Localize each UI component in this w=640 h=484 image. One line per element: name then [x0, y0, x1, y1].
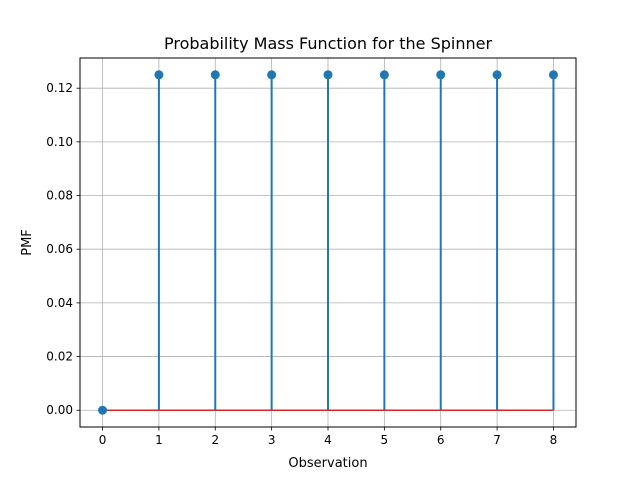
- stem-marker: [210, 70, 220, 80]
- stem-marker: [379, 70, 389, 80]
- y-tick-label: 0.08: [46, 189, 73, 203]
- stem-marker: [98, 405, 108, 415]
- stem-marker: [492, 70, 502, 80]
- x-ticks: 0 1 2 3 4 5 6 7 8: [99, 427, 558, 447]
- x-tick-label: 0: [99, 433, 107, 447]
- y-tick-label: 0.02: [46, 350, 73, 364]
- stem-layer: [98, 70, 558, 415]
- y-tick-label: 0.04: [46, 296, 73, 310]
- y-tick-label: 0.10: [46, 135, 73, 149]
- x-tick-label: 1: [155, 433, 163, 447]
- y-ticks: 0.00 0.02 0.04 0.06 0.08 0.10 0.12: [46, 81, 80, 417]
- y-tick-label: 0.00: [46, 403, 73, 417]
- stem-marker: [323, 70, 333, 80]
- x-axis-label: Observation: [288, 456, 367, 471]
- stem-marker: [267, 70, 277, 80]
- stem-marker: [154, 70, 164, 80]
- x-tick-label: 5: [381, 433, 389, 447]
- x-tick-label: 3: [268, 433, 276, 447]
- x-tick-label: 6: [437, 433, 445, 447]
- y-axis-label: PMF: [20, 229, 35, 256]
- y-tick-label: 0.06: [46, 242, 73, 256]
- y-tick-label: 0.12: [46, 81, 73, 95]
- x-tick-label: 8: [550, 433, 558, 447]
- x-tick-label: 4: [324, 433, 332, 447]
- x-tick-label: 2: [211, 433, 219, 447]
- stem-marker: [436, 70, 446, 80]
- chart-title: Probability Mass Function for the Spinne…: [164, 34, 492, 53]
- x-tick-label: 7: [493, 433, 501, 447]
- stem-marker: [548, 70, 558, 80]
